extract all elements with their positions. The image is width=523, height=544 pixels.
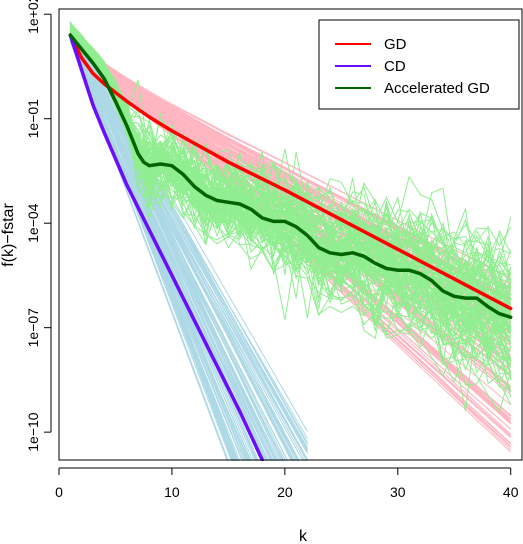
agd-run-line — [69, 23, 512, 310]
x-axis-label: k — [299, 528, 308, 544]
legend: GD CD Accelerated GD — [318, 19, 520, 110]
mean-curves — [68, 33, 513, 461]
x-tick-label: 10 — [164, 484, 180, 500]
x-tick-label: 40 — [503, 484, 519, 500]
cd-run-line — [69, 24, 308, 452]
plot-frame — [58, 8, 523, 461]
y-tick-label: 1e−10 — [25, 412, 41, 452]
cd-run-line — [69, 28, 292, 461]
cd-run-line — [69, 37, 235, 461]
legend-label: CD — [384, 58, 406, 75]
agd-run-line — [69, 32, 512, 338]
x-tick-label: 30 — [390, 484, 406, 500]
y-axis-label: f(k)−fstar — [0, 203, 17, 267]
cd-mean-line — [68, 33, 265, 461]
cd-run-line — [69, 40, 247, 461]
x-tick-label: 0 — [55, 484, 63, 500]
cd-run-line — [69, 27, 308, 461]
cd-run-line — [69, 37, 266, 461]
agd-run-line — [69, 24, 512, 320]
y-tick-label: 1e+02 — [25, 0, 41, 34]
background-runs — [69, 21, 512, 461]
legend-label: GD — [384, 36, 407, 53]
legend-box — [318, 19, 520, 110]
x-tick-label: 20 — [277, 484, 293, 500]
gd-mean-line — [68, 33, 513, 311]
y-tick-label: 1e−01 — [25, 99, 41, 139]
y-tick-label: 1e−07 — [25, 308, 41, 348]
accelerated-gd-mean-line — [68, 33, 513, 319]
x-axis: 0 10 20 30 40 — [55, 467, 519, 500]
cd-run-line — [69, 41, 285, 461]
agd-run-line — [69, 27, 512, 247]
agd-run-line — [69, 29, 512, 331]
agd-run-line — [69, 32, 511, 340]
agd-run-line — [69, 22, 512, 363]
y-tick-label: 1e−04 — [25, 203, 41, 243]
y-axis: 1e+02 1e−01 1e−04 1e−07 1e−10 — [25, 0, 52, 452]
cd-run-line — [69, 31, 235, 461]
cd-run-line — [69, 41, 300, 461]
cd-run-line — [69, 32, 273, 461]
cd-run-line — [69, 27, 277, 461]
agd-run-line — [69, 31, 512, 392]
cd-run-line — [69, 24, 258, 461]
legend-label: Accelerated GD — [384, 80, 490, 97]
cd-run-line — [69, 40, 308, 454]
